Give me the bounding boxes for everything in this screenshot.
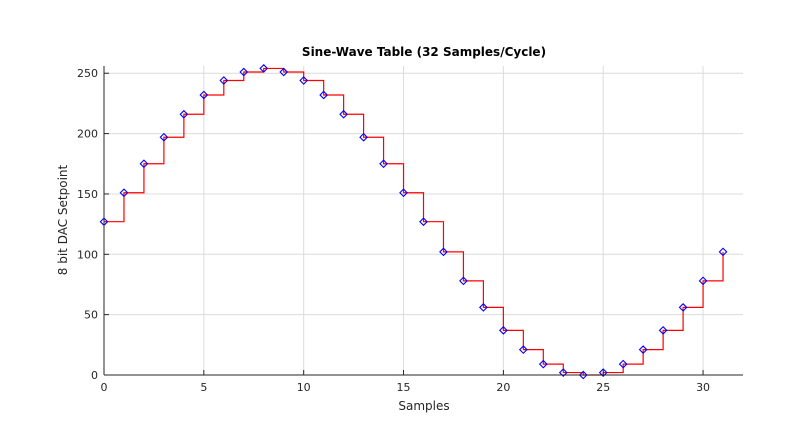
x-tick-label: 10 bbox=[297, 381, 311, 394]
sample-marker bbox=[538, 359, 548, 369]
chart-title: Sine-Wave Table (32 Samples/Cycle) bbox=[302, 45, 546, 59]
x-axis-label: Samples bbox=[398, 399, 449, 413]
sample-marker bbox=[558, 368, 568, 377]
sample-marker bbox=[718, 247, 728, 257]
y-tick-label: 100 bbox=[77, 248, 98, 261]
y-tick-label: 250 bbox=[77, 67, 98, 80]
sample-marker bbox=[498, 325, 508, 335]
y-tick-label: 50 bbox=[84, 309, 98, 322]
sample-marker bbox=[379, 159, 388, 169]
sample-marker bbox=[518, 345, 528, 355]
sample-marker bbox=[698, 276, 708, 286]
sample-marker bbox=[159, 132, 169, 142]
sample-marker bbox=[578, 370, 588, 380]
x-tick-label: 25 bbox=[596, 381, 610, 394]
sample-marker bbox=[199, 90, 209, 100]
sample-marker bbox=[359, 132, 368, 142]
sample-marker bbox=[139, 159, 149, 169]
x-tick-label: 20 bbox=[496, 381, 510, 394]
tick-labels: 0 5 10 15 20 25 30 0 50 100 150 200 250 bbox=[77, 67, 710, 394]
sample-marker bbox=[279, 67, 289, 77]
stairs-line bbox=[104, 67, 724, 376]
sample-marker bbox=[459, 276, 468, 286]
x-tick-label: 0 bbox=[101, 381, 108, 394]
y-tick-label: 150 bbox=[77, 188, 98, 201]
sample-marker bbox=[119, 188, 129, 198]
sample-marker bbox=[339, 109, 349, 119]
sample-marker bbox=[219, 76, 229, 85]
axes bbox=[103, 66, 743, 376]
sample-marker bbox=[479, 303, 488, 312]
x-tick-label: 5 bbox=[200, 381, 207, 394]
plot-series bbox=[99, 64, 728, 380]
y-axis-label: 8 bit DAC Setpoint bbox=[56, 164, 70, 275]
x-tick-label: 15 bbox=[397, 381, 411, 394]
sample-marker bbox=[179, 109, 189, 119]
y-tick-label: 200 bbox=[77, 128, 98, 141]
x-tick-label: 30 bbox=[696, 381, 710, 394]
y-tick-label: 0 bbox=[91, 369, 98, 382]
sample-marker bbox=[638, 345, 648, 355]
sample-marker bbox=[319, 90, 329, 100]
sample-marker bbox=[598, 368, 608, 377]
sample-marker bbox=[399, 188, 408, 198]
sample-marker bbox=[678, 303, 688, 312]
sample-marker bbox=[658, 325, 668, 335]
sample-marker bbox=[259, 64, 269, 73]
sample-marker bbox=[419, 217, 428, 227]
sample-marker bbox=[618, 359, 628, 369]
grid bbox=[103, 66, 743, 376]
sample-marker bbox=[439, 247, 448, 257]
sample-marker bbox=[299, 76, 309, 85]
sample-marker bbox=[239, 67, 249, 77]
